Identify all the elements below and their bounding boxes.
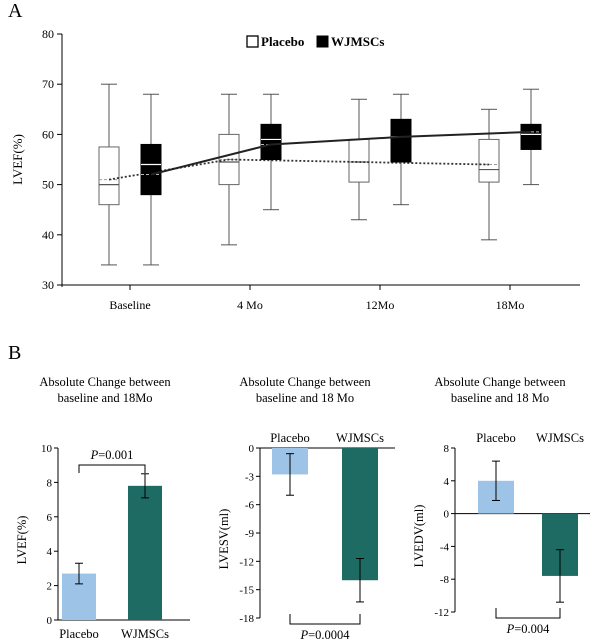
p-value-label: P=0.0004 — [299, 628, 350, 642]
x-tick-label: 12Mo — [366, 298, 395, 312]
y-tick-label: 40 — [42, 228, 54, 242]
b-y-tick-label: -8 — [440, 574, 450, 586]
b-y-tick-label: 6 — [47, 512, 53, 524]
significance-bracket — [78, 464, 146, 473]
y-tick-label: 60 — [42, 127, 54, 141]
b-y-tick-label: 0 — [249, 443, 255, 455]
b-y-tick-label: -9 — [245, 528, 255, 540]
box-wjmscs — [260, 123, 282, 160]
b1-title: Absolute Change between baseline and 18M… — [10, 374, 200, 406]
b-y-tick-label: -4 — [440, 541, 450, 553]
b-y-tick-label: 8 — [444, 443, 450, 455]
b-category-label: Placebo — [476, 431, 516, 445]
panel-b-letter: B — [8, 342, 22, 364]
b-y-tick-label: 0 — [444, 509, 450, 521]
mean-line-wjmscs — [150, 130, 532, 176]
b-category-label: Placebo — [270, 431, 310, 445]
y-tick-label: 50 — [42, 178, 54, 192]
legend-swatch-wjmscs — [316, 35, 329, 48]
y-axis-label: LVEF(%) — [10, 134, 25, 185]
p-value-label: P=0.004 — [506, 622, 551, 636]
x-tick-label: 4 Mo — [237, 298, 263, 312]
b2-title: Absolute Change between baseline and 18 … — [210, 374, 400, 406]
b-y-axis-label: LVEDV(ml) — [412, 505, 426, 568]
b-y-tick-label: -18 — [239, 613, 254, 625]
b-y-tick-label: 4 — [444, 476, 450, 488]
x-tick-label: Baseline — [109, 298, 150, 312]
b1-title-line1: Absolute Change between — [39, 375, 171, 389]
b1-title-line2: baseline and 18Mo — [57, 391, 153, 405]
box-placebo — [478, 138, 500, 183]
b-category-label: WJMSCs — [336, 431, 384, 445]
y-tick-label: 70 — [42, 77, 54, 91]
b3-title-line2: baseline and 18 Mo — [450, 391, 550, 405]
b-y-tick-label: 0 — [47, 615, 53, 627]
b-y-tick-label: 4 — [47, 546, 53, 558]
b3-title-line1: Absolute Change between — [434, 375, 566, 389]
y-tick-label: 80 — [42, 27, 54, 41]
bar-wjmscs — [128, 485, 162, 620]
box-wjmscs — [520, 123, 542, 150]
b-category-label: WJMSCs — [121, 627, 169, 641]
significance-bracket — [289, 614, 361, 625]
b-category-label: WJMSCs — [536, 431, 584, 445]
b-category-label: Placebo — [59, 627, 99, 641]
b-y-tick-label: 2 — [47, 581, 53, 593]
b-y-tick-label: -3 — [245, 471, 255, 483]
b-y-tick-label: -12 — [434, 607, 449, 619]
panel-a-box-chart: 30 40 50 60 70 80 LVEF(%) Baseline 4 Mo 12Mo 18Mo P… — [10, 27, 580, 312]
box-wjmscs — [140, 143, 162, 196]
b-y-tick-label: 10 — [41, 443, 53, 455]
box-wjmscs — [390, 118, 412, 163]
b-y-tick-label: -6 — [245, 500, 255, 512]
legend-label-placebo: Placebo — [261, 34, 304, 49]
b2-title-line1: Absolute Change between — [239, 375, 371, 389]
b-y-tick-label: -15 — [239, 585, 254, 597]
b-y-tick-label: 8 — [47, 477, 53, 489]
box-placebo — [98, 146, 120, 206]
b2-title-line2: baseline and 18 Mo — [255, 391, 355, 405]
b3-title: Absolute Change between baseline and 18 … — [405, 374, 595, 406]
x-tick-label: 18Mo — [496, 298, 525, 312]
legend-swatch-placebo — [246, 35, 259, 48]
p-value-label: P=0.001 — [90, 448, 134, 462]
significance-bracket — [495, 608, 561, 619]
legend-label-wjmscs: WJMSCs — [331, 34, 384, 49]
b-y-axis-label: LVESV(ml) — [217, 509, 231, 570]
y-tick-label: 30 — [42, 278, 54, 292]
panel-a-letter: A — [8, 0, 23, 22]
b-y-tick-label: -12 — [239, 556, 254, 568]
b-y-axis-label: LVEF(%) — [15, 516, 29, 565]
